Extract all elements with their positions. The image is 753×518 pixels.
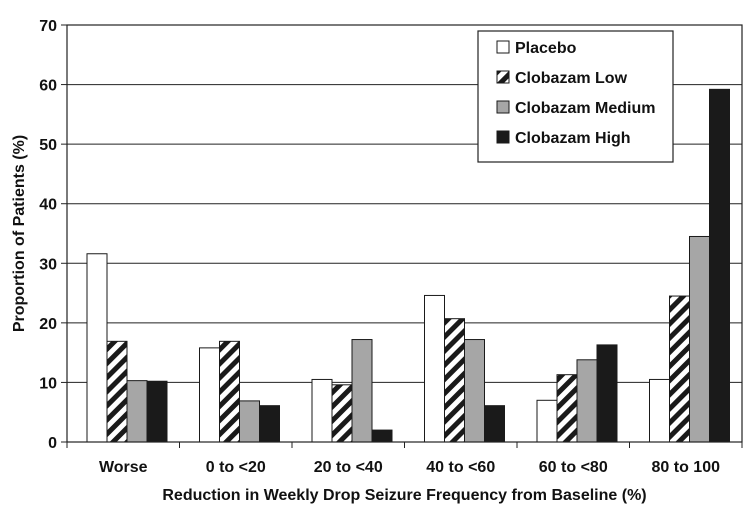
- y-tick-label: 30: [39, 256, 57, 273]
- bar-clobazam-low: [444, 318, 465, 443]
- bar-placebo: [199, 347, 220, 443]
- bar-clobazam-high: [484, 405, 505, 443]
- x-tick-label: 40 to <60: [426, 459, 495, 476]
- legend-swatch: [496, 40, 510, 54]
- bar-placebo: [86, 253, 108, 443]
- bar-clobazam-low: [669, 295, 690, 443]
- legend-label: Placebo: [515, 40, 577, 57]
- bar-clobazam-medium: [689, 235, 710, 443]
- bar-clobazam-medium: [126, 380, 148, 443]
- legend-label: Clobazam Low: [515, 70, 628, 87]
- legend-swatch: [496, 100, 510, 114]
- legend-label: Clobazam High: [515, 130, 631, 147]
- bar-clobazam-medium: [239, 400, 260, 443]
- legend-label: Clobazam Medium: [515, 100, 655, 117]
- bars: [86, 88, 730, 443]
- bar-clobazam-low: [331, 384, 353, 443]
- legend-swatch: [496, 130, 510, 144]
- tick-labels: 0 10 20 30 40 50 60 70 Worse 0 to <20 20 to <40 40 …: [39, 18, 720, 476]
- y-tick-label: 0: [48, 435, 57, 452]
- bar-clobazam-high: [259, 405, 280, 443]
- x-axis-title: Reduction in Weekly Drop Seizure Frequen…: [162, 487, 646, 504]
- x-tick-label: 0 to <20: [206, 459, 266, 476]
- x-tick-label: Worse: [99, 459, 148, 476]
- bar-placebo: [649, 378, 670, 443]
- bar-placebo: [311, 378, 333, 443]
- legend-box: [477, 30, 674, 163]
- y-tick-label: 10: [39, 375, 57, 392]
- y-tick-label: 70: [39, 18, 57, 35]
- bar-clobazam-high: [709, 88, 730, 443]
- legend: Placebo Clobazam Low Clobazam Medium Clobaz…: [477, 30, 674, 163]
- legend-swatch: [496, 70, 510, 84]
- x-tick-label: 20 to <40: [314, 459, 383, 476]
- bar-clobazam-low: [106, 340, 128, 443]
- y-axis-title: Proportion of Patients (%): [11, 135, 28, 332]
- y-tick-label: 20: [39, 316, 57, 333]
- bar-clobazam-high: [146, 380, 168, 443]
- bar-clobazam-medium: [576, 359, 598, 443]
- y-tick-label: 50: [39, 137, 57, 154]
- bar-placebo: [424, 294, 445, 443]
- bar-clobazam-low: [556, 374, 578, 443]
- y-tick-label: 40: [39, 197, 57, 214]
- bar-clobazam-low: [219, 340, 240, 443]
- x-tick-label: 80 to 100: [652, 459, 721, 476]
- bar-clobazam-high: [371, 429, 393, 443]
- bar-clobazam-high: [596, 344, 618, 443]
- y-tick-label: 60: [39, 78, 57, 95]
- bar-clobazam-medium: [351, 339, 373, 443]
- bar-placebo: [536, 399, 558, 443]
- bar-clobazam-medium: [464, 339, 485, 443]
- axes: [61, 24, 743, 448]
- x-tick-label: 60 to <80: [539, 459, 608, 476]
